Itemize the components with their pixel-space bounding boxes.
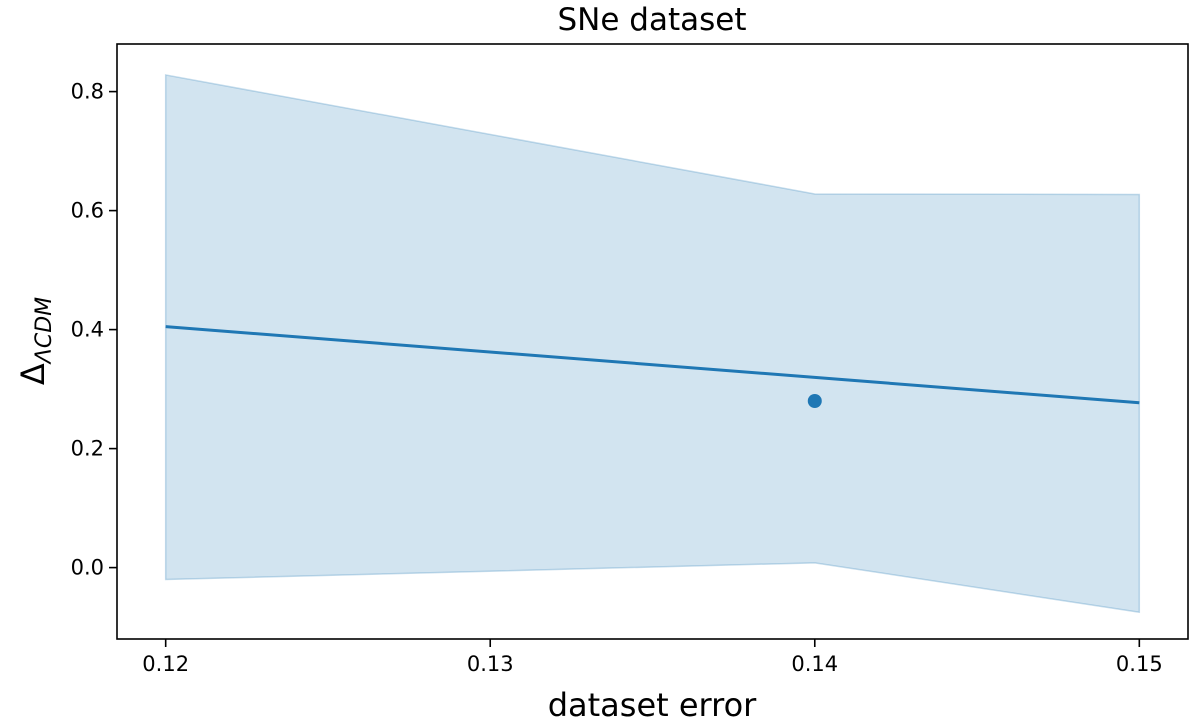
y-axis-label-subscript: ΛCDM: [32, 297, 57, 365]
y-axis-label-main: Δ: [14, 363, 52, 385]
y-axis-ticks: 0.0 0.2 0.4 0.6 0.8: [71, 80, 117, 580]
chart-title: SNe dataset: [558, 2, 747, 38]
confidence-band-layer: [164, 74, 1141, 614]
confidence-band: [164, 74, 1141, 614]
x-axis-ticks: 0.12 0.13 0.14 0.15: [142, 639, 1163, 676]
y-tick-label: 0.6: [71, 199, 104, 223]
fit-line: [165, 325, 1140, 405]
data-point: [807, 394, 822, 408]
y-tick-label: 0.0: [71, 556, 104, 580]
y-tick-label: 0.4: [71, 318, 104, 342]
plot-area-frame: [116, 43, 1189, 640]
x-tick-label: 0.15: [1116, 652, 1163, 676]
y-tick-label: 0.8: [71, 80, 104, 104]
x-tick-label: 0.12: [142, 652, 189, 676]
y-axis-label: ΔΛCDM: [14, 297, 57, 385]
fit-line-layer: [165, 325, 1140, 405]
y-tick-label: 0.2: [71, 437, 104, 461]
x-tick-label: 0.14: [791, 652, 838, 676]
data-point-layer: [807, 394, 822, 408]
x-tick-label: 0.13: [467, 652, 514, 676]
x-axis-label: dataset error: [548, 686, 757, 724]
